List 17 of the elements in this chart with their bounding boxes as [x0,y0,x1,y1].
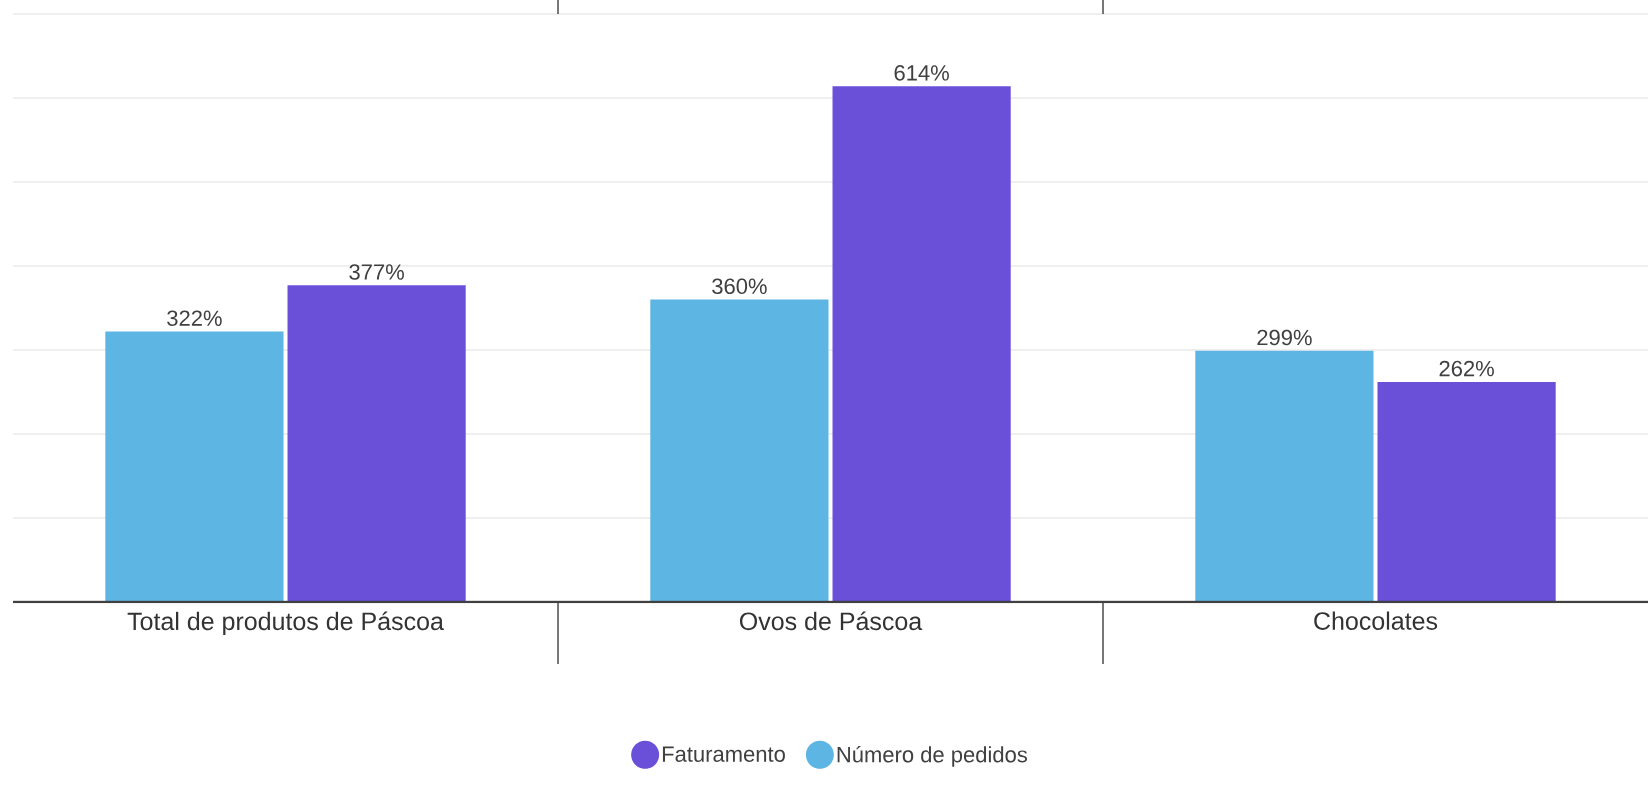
x-tick-label: Ovos de Páscoa [739,611,923,631]
bar [287,285,466,602]
bar [105,331,284,602]
legend-label: Número de pedidos [837,746,1028,767]
data-label: 614% [894,65,949,81]
legend-label: Faturamento [662,746,785,762]
data-label: 360% [712,278,767,295]
data-label: 322% [167,310,222,326]
x-tick-label: Total de produtos de Páscoa [127,611,444,636]
bar [1195,350,1374,602]
data-label: 299% [1257,329,1312,346]
x-tick-label: Chocolates [1314,611,1438,630]
bar [832,86,1011,602]
bar [650,299,829,602]
data-label: 262% [1439,360,1494,377]
bar [1377,381,1556,602]
data-label: 377% [349,264,404,280]
